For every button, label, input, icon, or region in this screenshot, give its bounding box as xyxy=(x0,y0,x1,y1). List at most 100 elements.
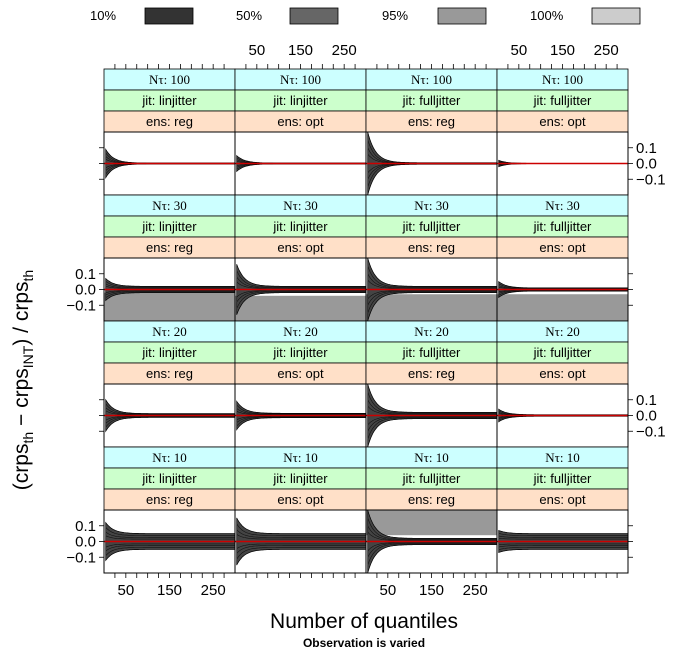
panel: Nτ: 30 jit: fulljitter ens: opt xyxy=(496,194,629,322)
x-tick-label: 250 xyxy=(594,42,619,59)
strip-n-tau-label: Nτ: 100 xyxy=(542,72,583,87)
y-tick-label: 0.1 xyxy=(75,518,96,535)
x-tick-label: 150 xyxy=(157,582,182,599)
quantile-curve xyxy=(367,525,497,541)
strip-ensemble-label: ens: reg xyxy=(146,240,193,255)
strip-jitter-label: jit: fulljitter xyxy=(402,219,461,234)
strip-jitter-label: jit: linjitter xyxy=(272,93,328,108)
strip-ensemble-label: ens: reg xyxy=(146,366,193,381)
quantile-curve xyxy=(236,416,366,423)
panel-plot-area xyxy=(497,258,628,321)
quantile-curve xyxy=(236,416,366,427)
quantile-curve xyxy=(367,542,497,558)
band-fill xyxy=(104,292,235,321)
bottom-x-axis: 50 150 250 50 150 250 xyxy=(114,573,618,599)
panel-plot-area xyxy=(235,132,366,195)
strip-ensemble-label: ens: reg xyxy=(408,114,455,129)
panel-plot-area xyxy=(366,384,497,447)
strip-jitter-label: jit: linjitter xyxy=(141,219,197,234)
strip-ensemble-label: ens: opt xyxy=(277,366,324,381)
left-y-axis: 0.10.0−0.10.10.0−0.1 xyxy=(66,147,104,566)
y-tick-label: −0.1 xyxy=(636,423,666,440)
quantile-curve xyxy=(105,290,235,296)
panel: Nτ: 20 jit: fulljitter ens: opt xyxy=(496,320,629,448)
panel: Nτ: 20 jit: fulljitter ens: reg xyxy=(365,320,498,448)
quantile-curve xyxy=(498,532,628,536)
strip-n-tau-label: Nτ: 10 xyxy=(414,450,448,465)
panel-plot-area xyxy=(497,510,628,573)
strip-jitter-label: jit: fulljitter xyxy=(533,93,592,108)
strip-ensemble-label: ens: opt xyxy=(539,492,586,507)
legend-label: 95% xyxy=(382,8,408,23)
strip-n-tau-label: Nτ: 20 xyxy=(283,324,317,339)
y-tick-label: 0.1 xyxy=(636,140,657,157)
quantile-curve xyxy=(105,285,235,289)
quantile-curve xyxy=(105,403,235,415)
quantile-curve xyxy=(236,290,366,298)
strip-n-tau-label: Nτ: 10 xyxy=(283,450,317,465)
quantile-curve xyxy=(498,543,628,546)
strip-jitter-label: jit: linjitter xyxy=(272,219,328,234)
quantile-curve xyxy=(105,283,235,289)
band-fill xyxy=(497,294,628,321)
quantile-curve xyxy=(367,290,497,300)
quantile-curve xyxy=(236,404,366,415)
quantile-curve xyxy=(236,290,366,303)
strip-jitter-label: jit: linjitter xyxy=(141,345,197,360)
quantile-curve xyxy=(105,545,235,552)
quantile-curve xyxy=(367,543,497,566)
strip-ensemble-label: ens: opt xyxy=(277,240,324,255)
panel-plot-area xyxy=(104,132,235,195)
y-tick-label: 0.1 xyxy=(636,392,657,409)
figure-caption: Observation is varied xyxy=(303,636,425,650)
panel: Nτ: 100 jit: linjitter ens: reg xyxy=(103,68,236,196)
strip-jitter-label: jit: fulljitter xyxy=(402,345,461,360)
quantile-curve xyxy=(236,523,366,536)
strip-jitter-label: jit: fulljitter xyxy=(533,219,592,234)
strip-n-tau-label: Nτ: 20 xyxy=(545,324,579,339)
y-tick-label: 0.1 xyxy=(75,266,96,283)
strip-n-tau-label: Nτ: 100 xyxy=(411,72,452,87)
panel: Nτ: 10 jit: linjitter ens: reg xyxy=(103,446,236,574)
quantile-curve xyxy=(105,543,235,548)
quantile-curve xyxy=(367,290,497,306)
panel-plot-area xyxy=(235,384,366,447)
legend-label: 50% xyxy=(236,8,262,23)
panel-plot-area xyxy=(366,132,497,195)
quantile-curve xyxy=(367,291,497,314)
quantile-curve xyxy=(498,547,628,551)
quantile-curve xyxy=(236,281,366,289)
panel-plot-area xyxy=(235,258,366,321)
quantile-curve xyxy=(236,543,366,549)
strip-ensemble-label: ens: opt xyxy=(539,114,586,129)
strip-n-tau-label: Nτ: 30 xyxy=(414,198,448,213)
strip-ensemble-label: ens: reg xyxy=(408,492,455,507)
strip-n-tau-label: Nτ: 30 xyxy=(545,198,579,213)
strip-ensemble-label: ens: reg xyxy=(408,240,455,255)
panel-plot-area xyxy=(104,258,235,321)
strip-jitter-label: jit: fulljitter xyxy=(402,93,461,108)
quantile-curve xyxy=(236,547,366,560)
panel-plot-area xyxy=(366,510,497,573)
quantile-curve xyxy=(105,290,235,294)
x-tick-label: 250 xyxy=(332,42,357,59)
panel-plot-area xyxy=(235,510,366,573)
quantile-curve xyxy=(105,527,235,536)
quantile-curve xyxy=(367,273,497,289)
band-fill xyxy=(366,510,497,536)
quantile-curve xyxy=(105,531,235,538)
quantile-curve xyxy=(236,291,366,309)
quantile-curve xyxy=(105,280,235,288)
quantile-curve xyxy=(105,291,235,299)
panel: Nτ: 20 jit: linjitter ens: reg xyxy=(103,320,236,448)
strip-n-tau-label: Nτ: 10 xyxy=(152,450,186,465)
strip-ensemble-label: ens: opt xyxy=(277,492,324,507)
quantile-curve xyxy=(367,417,497,440)
panel-plot-area xyxy=(104,510,235,573)
legend-swatch xyxy=(437,7,487,25)
quantile-curve xyxy=(367,405,497,415)
quantile-curve xyxy=(367,542,497,552)
quantile-curve xyxy=(367,399,497,415)
quantile-curve xyxy=(236,529,366,538)
